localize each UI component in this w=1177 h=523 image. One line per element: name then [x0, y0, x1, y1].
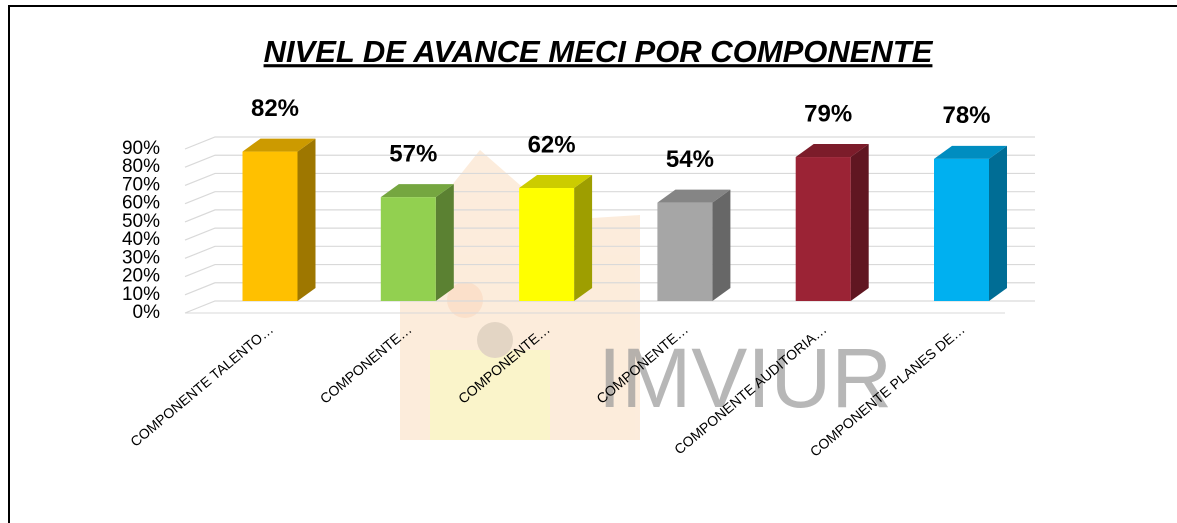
- watermark-text: IMVIUR: [598, 331, 892, 425]
- bar-side: [436, 184, 454, 301]
- value-label: 82%: [251, 95, 299, 122]
- bar-side: [851, 144, 869, 301]
- value-label: 54%: [666, 146, 714, 173]
- bar: [657, 203, 712, 301]
- bar-side: [989, 146, 1007, 301]
- y-tick-label: 90%: [122, 138, 160, 159]
- y-tick-label: 40%: [122, 229, 160, 250]
- bar-side: [298, 139, 316, 301]
- bar: [519, 188, 574, 301]
- y-tick-label: 80%: [122, 156, 160, 177]
- bar-side: [574, 175, 592, 301]
- bar: [243, 152, 298, 301]
- bar-side: [712, 190, 730, 301]
- value-label: 57%: [389, 140, 437, 167]
- bar: [381, 197, 436, 301]
- value-label: 62%: [528, 131, 576, 158]
- y-tick-label: 10%: [122, 284, 160, 305]
- y-tick-label: 30%: [122, 247, 160, 268]
- chart: IMVIUR NIVEL DE AVANCE MECI POR COMPONEN…: [0, 0, 1177, 523]
- chart-title: NIVEL DE AVANCE MECI POR COMPONENTE: [264, 34, 934, 69]
- value-label: 79%: [804, 100, 852, 127]
- y-tick-label: 70%: [122, 174, 160, 195]
- bar: [796, 157, 851, 301]
- y-tick-label: 50%: [122, 211, 160, 232]
- y-tick-label: 0%: [133, 302, 161, 323]
- y-tick-label: 20%: [122, 266, 160, 287]
- bar: [934, 159, 989, 301]
- y-tick-label: 60%: [122, 193, 160, 214]
- value-label: 78%: [942, 102, 990, 129]
